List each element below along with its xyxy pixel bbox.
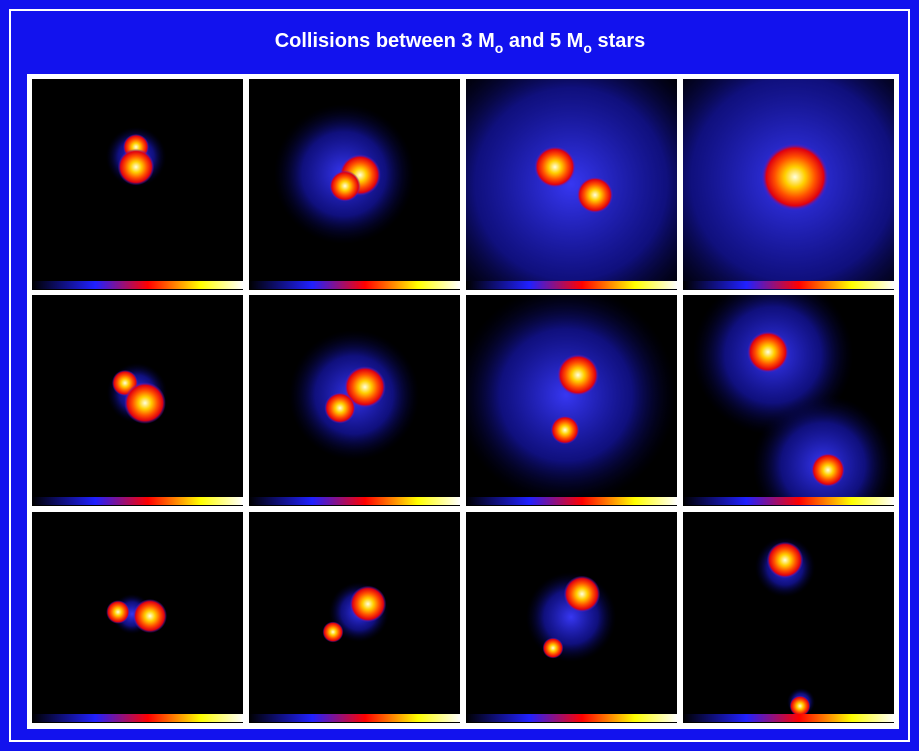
panel xyxy=(249,295,460,506)
colorbar xyxy=(466,281,677,289)
panel xyxy=(32,295,243,506)
panel xyxy=(683,275,894,535)
panel xyxy=(466,512,677,723)
star xyxy=(324,392,355,423)
title-text: stars xyxy=(592,30,645,52)
star xyxy=(118,149,154,185)
colorbar xyxy=(32,281,243,289)
star xyxy=(557,354,599,396)
star xyxy=(323,622,344,643)
figure: Collisions between 3 Mo and 5 Mo stars xyxy=(0,0,919,751)
colorbar xyxy=(683,714,894,722)
star xyxy=(350,586,386,622)
star xyxy=(551,416,580,445)
panels xyxy=(32,9,919,723)
star xyxy=(133,599,167,633)
star xyxy=(534,146,576,188)
panel xyxy=(32,79,243,290)
star xyxy=(124,382,166,424)
gas-halo xyxy=(456,285,676,505)
title-text: and 5 M xyxy=(503,30,583,52)
star xyxy=(106,600,129,623)
star xyxy=(767,542,803,578)
colorbar xyxy=(466,497,677,505)
colorbar xyxy=(32,714,243,722)
panel xyxy=(32,512,243,723)
star xyxy=(577,177,613,213)
title-text: Collisions between 3 M xyxy=(275,30,495,52)
panel xyxy=(683,512,894,723)
page: Collisions between 3 Mo and 5 Mo stars (… xyxy=(0,0,919,751)
star xyxy=(543,638,564,659)
panel xyxy=(456,285,677,506)
colorbar xyxy=(32,497,243,505)
star xyxy=(811,453,845,487)
panel xyxy=(249,79,460,290)
colorbar xyxy=(683,281,894,289)
colorbar xyxy=(249,497,460,505)
title-subscript: o xyxy=(583,40,592,56)
colorbar xyxy=(466,714,677,722)
star xyxy=(790,696,811,717)
star xyxy=(564,576,600,612)
colorbar xyxy=(249,281,460,289)
star xyxy=(329,170,360,201)
colorbar xyxy=(249,714,460,722)
panel xyxy=(249,512,460,723)
colorbar xyxy=(683,497,894,505)
star xyxy=(747,331,789,373)
title-subscript: o xyxy=(495,40,504,56)
star xyxy=(761,143,829,211)
